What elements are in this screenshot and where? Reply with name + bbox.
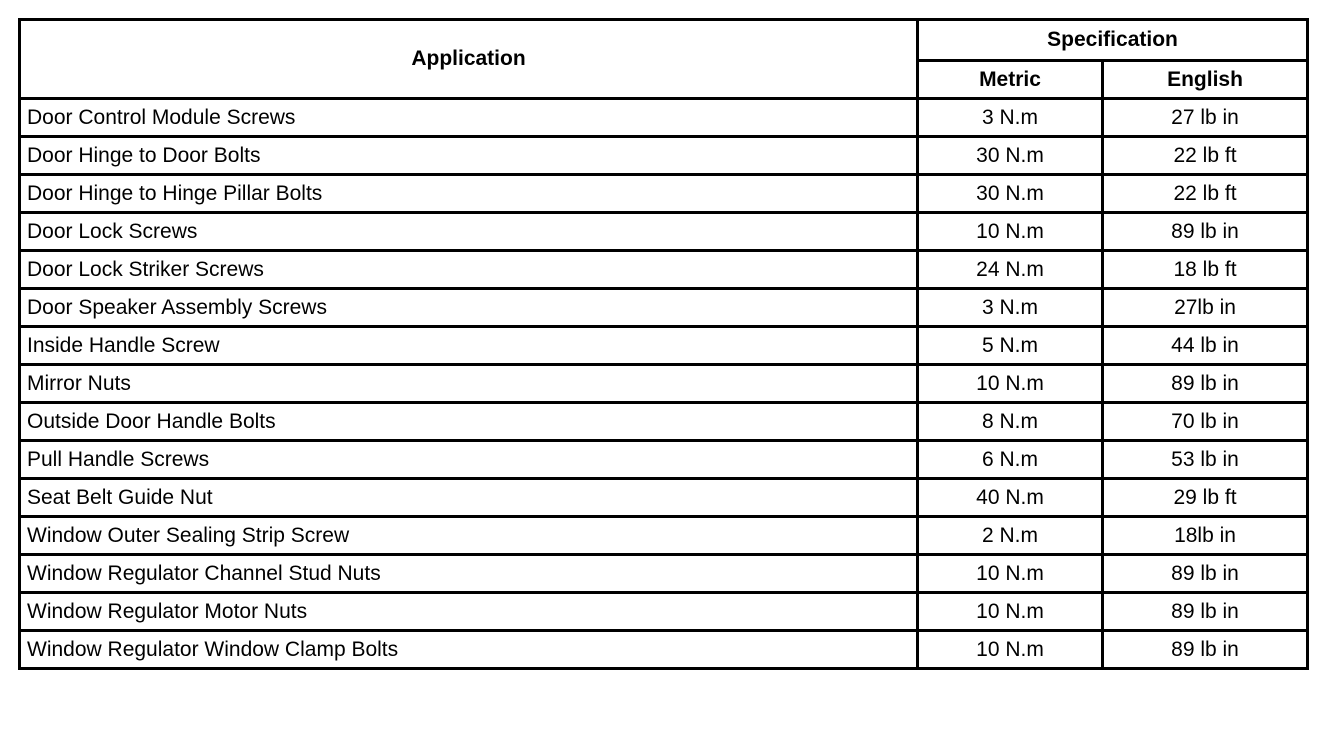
cell-english: 89 lb in	[1100, 211, 1310, 252]
cell-english: 27 lb in	[1100, 97, 1310, 138]
cell-application: Mirror Nuts	[18, 363, 919, 404]
cell-metric: 10 N.m	[916, 591, 1104, 632]
cell-english: 89 lb in	[1100, 363, 1310, 404]
cell-english: 53 lb in	[1100, 439, 1310, 480]
cell-application: Door Control Module Screws	[18, 97, 919, 138]
table-row: Inside Handle Screw 5 N.m 44 lb in	[18, 325, 1310, 366]
cell-metric: 8 N.m	[916, 401, 1104, 442]
cell-metric: 24 N.m	[916, 249, 1104, 290]
cell-application: Door Hinge to Hinge Pillar Bolts	[18, 173, 919, 214]
cell-english: 29 lb ft	[1100, 477, 1310, 518]
torque-spec-table: Application Specification Metric English…	[18, 18, 1310, 670]
table-row: Seat Belt Guide Nut 40 N.m 29 lb ft	[18, 477, 1310, 518]
table-row: Door Hinge to Hinge Pillar Bolts 30 N.m 22…	[18, 173, 1310, 214]
cell-english: 27lb in	[1100, 287, 1310, 328]
cell-metric: 30 N.m	[916, 173, 1104, 214]
cell-metric: 6 N.m	[916, 439, 1104, 480]
cell-english: 18lb in	[1100, 515, 1310, 556]
header-english: English	[1100, 59, 1310, 100]
cell-application: Door Hinge to Door Bolts	[18, 135, 919, 176]
cell-metric: 3 N.m	[916, 97, 1104, 138]
table-row: Window Regulator Channel Stud Nuts 10 N.m…	[18, 553, 1310, 594]
cell-english: 89 lb in	[1100, 553, 1310, 594]
table-row: Door Lock Striker Screws 24 N.m 18 lb ft	[18, 249, 1310, 290]
cell-metric: 30 N.m	[916, 135, 1104, 176]
cell-english: 22 lb ft	[1100, 173, 1310, 214]
cell-english: 18 lb ft	[1100, 249, 1310, 290]
cell-application: Outside Door Handle Bolts	[18, 401, 919, 442]
cell-metric: 40 N.m	[916, 477, 1104, 518]
cell-english: 44 lb in	[1100, 325, 1310, 366]
header-metric: Metric	[916, 59, 1104, 100]
cell-english: 89 lb in	[1100, 591, 1310, 632]
cell-metric: 5 N.m	[916, 325, 1104, 366]
cell-application: Window Outer Sealing Strip Screw	[18, 515, 919, 556]
cell-metric: 3 N.m	[916, 287, 1104, 328]
cell-metric: 10 N.m	[916, 211, 1104, 252]
cell-english: 70 lb in	[1100, 401, 1310, 442]
table-row: Window Regulator Window Clamp Bolts 10 N.…	[18, 629, 1310, 670]
cell-application: Window Regulator Channel Stud Nuts	[18, 553, 919, 594]
table-row: Door Hinge to Door Bolts 30 N.m 22 lb ft	[18, 135, 1310, 176]
table-row: Door Speaker Assembly Screws 3 N.m 27lb in	[18, 287, 1310, 328]
cell-application: Door Speaker Assembly Screws	[18, 287, 919, 328]
cell-metric: 10 N.m	[916, 363, 1104, 404]
cell-application: Pull Handle Screws	[18, 439, 919, 480]
table-row: Pull Handle Screws 6 N.m 53 lb in	[18, 439, 1310, 480]
cell-application: Window Regulator Motor Nuts	[18, 591, 919, 632]
table-row: Outside Door Handle Bolts 8 N.m 70 lb in	[18, 401, 1310, 442]
header-application: Application	[18, 18, 919, 100]
cell-english: 22 lb ft	[1100, 135, 1310, 176]
cell-application: Door Lock Striker Screws	[18, 249, 919, 290]
cell-application: Door Lock Screws	[18, 211, 919, 252]
table-row: Window Regulator Motor Nuts 10 N.m 89 lb i…	[18, 591, 1310, 632]
cell-metric: 10 N.m	[916, 553, 1104, 594]
cell-application: Window Regulator Window Clamp Bolts	[18, 629, 919, 670]
cell-application: Inside Handle Screw	[18, 325, 919, 366]
header-specification: Specification	[915, 18, 1310, 62]
table-row: Mirror Nuts 10 N.m 89 lb in	[18, 363, 1310, 404]
cell-metric: 10 N.m	[916, 629, 1104, 670]
cell-metric: 2 N.m	[916, 515, 1104, 556]
table-row: Door Lock Screws 10 N.m 89 lb in	[18, 211, 1310, 252]
table-row: Door Control Module Screws 3 N.m 27 lb in	[18, 97, 1310, 138]
cell-english: 89 lb in	[1100, 629, 1310, 670]
cell-application: Seat Belt Guide Nut	[18, 477, 919, 518]
table-row: Window Outer Sealing Strip Screw 2 N.m 18l…	[18, 515, 1310, 556]
